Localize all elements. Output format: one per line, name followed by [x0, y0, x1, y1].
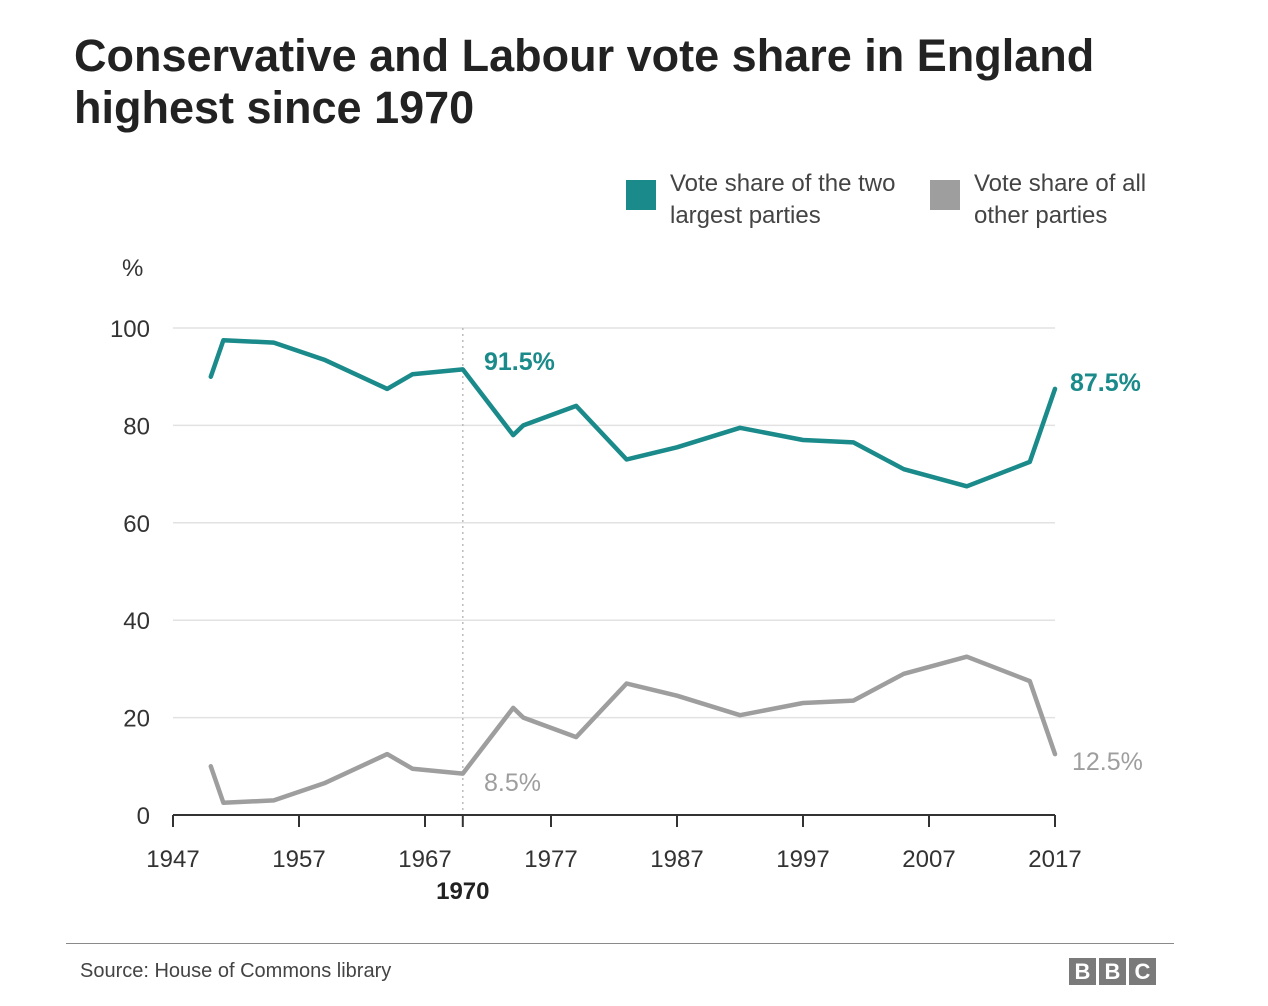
bbc-logo-letter: C: [1129, 958, 1156, 985]
y-tick-label: 100: [110, 316, 150, 343]
y-tick-label: 20: [123, 706, 150, 733]
legend-item-other-parties: Vote share of all other parties: [930, 168, 1174, 232]
y-tick-label: 0: [137, 803, 150, 830]
series-line-other-parties: [208, 654, 1058, 806]
x-tick-label: 1987: [650, 846, 703, 873]
x-tick-label: 2017: [1028, 846, 1081, 873]
data-label-1970-other-parties: 8.5%: [484, 769, 541, 797]
x-tick-label: 1957: [272, 846, 325, 873]
highlight-year-label: 1970: [436, 878, 489, 905]
bbc-logo: B B C: [1069, 958, 1156, 985]
legend-swatch-other-parties: [930, 180, 960, 210]
bbc-logo-letter: B: [1099, 958, 1126, 985]
x-tick-label: 1967: [398, 846, 451, 873]
legend-label-other-parties: Vote share of all other parties: [974, 170, 1147, 229]
y-axis-unit-label: %: [122, 255, 143, 282]
data-label-2017-other-parties: 12.5%: [1072, 748, 1143, 776]
chart-legend: Vote share of the two largest parties Vo…: [626, 168, 1174, 232]
x-tick-label: 2007: [902, 846, 955, 873]
x-tick-label: 1997: [776, 846, 829, 873]
legend-item-two-largest: Vote share of the two largest parties: [626, 168, 902, 232]
y-tick-label: 60: [123, 511, 150, 538]
legend-swatch-two-largest: [626, 180, 656, 210]
line-chart: % 0 20 40 60 80 100 1947 1957 1967 1977 1987 1997 200…: [110, 255, 1143, 905]
series-line-two-largest: [208, 337, 1058, 489]
x-tick-label: 1977: [524, 846, 577, 873]
data-label-2017-two-largest: 87.5%: [1070, 369, 1141, 397]
source-note: Source: House of Commons library: [80, 960, 392, 982]
data-label-1970-two-largest: 91.5%: [484, 348, 555, 376]
legend-label-two-largest: Vote share of the two largest parties: [670, 170, 896, 229]
y-tick-label: 80: [123, 413, 150, 440]
footer-divider: [66, 943, 1174, 944]
bbc-logo-letter: B: [1069, 958, 1096, 985]
chart-title: Conservative and Labour vote share in En…: [74, 30, 1095, 133]
y-tick-label: 40: [123, 608, 150, 635]
x-tick-label: 1947: [146, 846, 199, 873]
